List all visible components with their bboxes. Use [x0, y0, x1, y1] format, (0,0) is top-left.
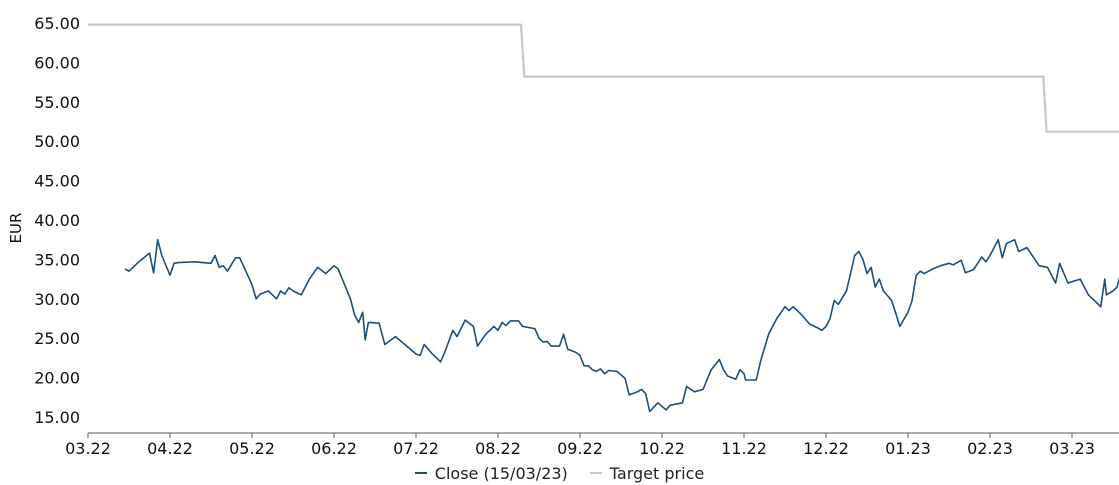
- x-tick-label: 09.22: [557, 439, 603, 458]
- legend-label-target: Target price: [609, 463, 705, 483]
- x-tick-label: 02.23: [967, 439, 1013, 458]
- series-line-target-price: [88, 23, 1119, 133]
- y-tick-label: 30.00: [34, 290, 80, 309]
- y-tick-label: 20.00: [34, 369, 80, 388]
- legend-item-target: Target price: [589, 463, 705, 483]
- x-tick-label: 12.22: [803, 439, 849, 458]
- x-tick-label: 01.23: [885, 439, 931, 458]
- legend-item-close: Close (15/03/23): [414, 463, 568, 483]
- legend: Close (15/03/23) Target price: [0, 462, 1119, 484]
- y-tick-label: 35.00: [34, 250, 80, 269]
- legend-label-close: Close (15/03/23): [434, 463, 568, 483]
- x-tick-label: 06.22: [311, 439, 357, 458]
- x-tick-label: 03.22: [65, 439, 111, 458]
- legend-swatch-target: [589, 472, 602, 474]
- x-axis-ticks: [87, 433, 1073, 438]
- y-axis-title: EUR: [7, 213, 25, 244]
- y-tick-label: 55.00: [34, 93, 80, 112]
- y-tick-label: 40.00: [34, 211, 80, 230]
- x-axis-labels: 03.22 04.22 05.22 06.22 07.22 08.22 09.22 10.22…: [65, 439, 1095, 458]
- y-tick-label: 60.00: [34, 53, 80, 72]
- y-tick-label: 25.00: [34, 329, 80, 348]
- y-tick-label: 65.00: [34, 14, 80, 33]
- x-tick-label: 05.22: [229, 439, 275, 458]
- x-tick-label: 08.22: [475, 439, 521, 458]
- y-axis-labels: 15.00 20.00 25.00 30.00 35.00 40.00 45.00 50.00…: [34, 14, 80, 427]
- y-tick-label: 45.00: [34, 172, 80, 191]
- x-tick-label: 04.22: [147, 439, 193, 458]
- series-line-close: [124, 238, 1119, 413]
- x-tick-label: 03.23: [1049, 439, 1095, 458]
- x-tick-label: 10.22: [639, 439, 685, 458]
- series-layer: [88, 23, 1119, 413]
- x-tick-label: 11.22: [721, 439, 767, 458]
- y-tick-label: 15.00: [34, 408, 80, 427]
- legend-swatch-close: [414, 472, 427, 474]
- x-tick-label: 07.22: [393, 439, 439, 458]
- y-tick-label: 50.00: [34, 132, 80, 151]
